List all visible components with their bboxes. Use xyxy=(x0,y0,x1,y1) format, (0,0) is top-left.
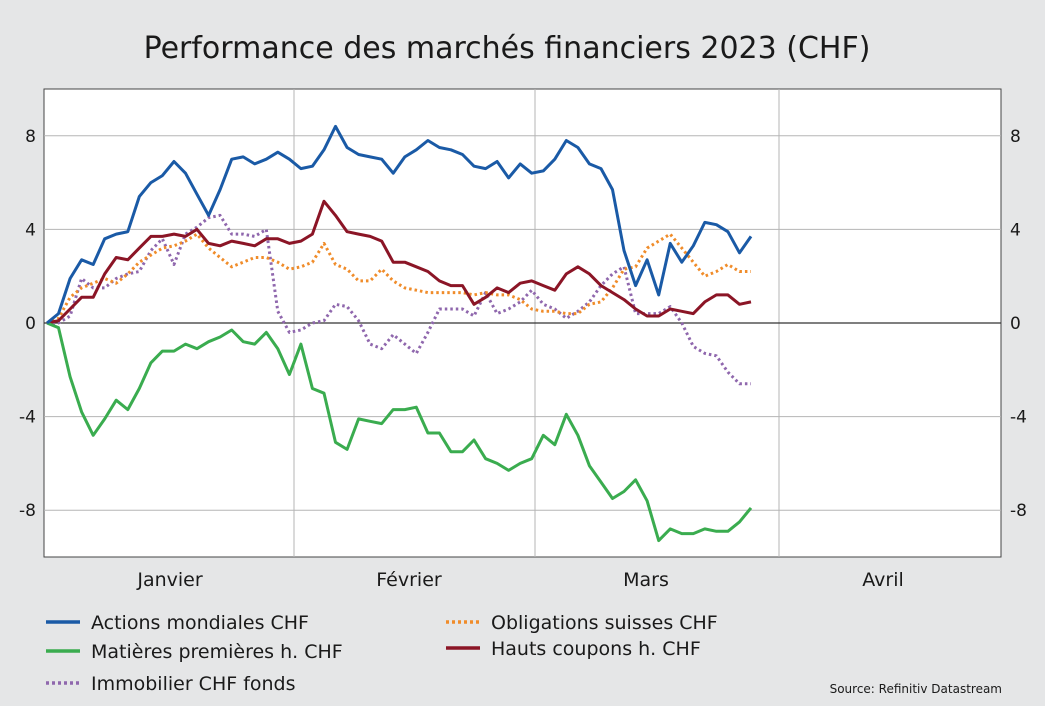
x-month-label: Février xyxy=(376,569,442,591)
y-tick-label-left: -4 xyxy=(19,408,36,428)
legend-label: Actions mondiales CHF xyxy=(91,612,309,634)
y-tick-label-right: 8 xyxy=(1010,127,1021,147)
month-labels: Janvier Février Mars Avril xyxy=(136,569,903,591)
y-tick-label-left: 0 xyxy=(25,314,36,334)
y-tick-label-left: 8 xyxy=(25,127,36,147)
legend-label: Immobilier CHF fonds xyxy=(91,673,296,695)
x-month-label: Avril xyxy=(862,569,904,591)
series-line xyxy=(46,232,751,325)
y-tick-label-right: -8 xyxy=(1010,501,1027,521)
y-tick-label-right: 0 xyxy=(1010,314,1021,334)
x-month-label: Mars xyxy=(623,569,669,591)
y-tick-label-right: 4 xyxy=(1010,220,1021,240)
series-line xyxy=(46,321,753,543)
y-tick-label-right: -4 xyxy=(1010,408,1027,428)
legend-label: Matières premières h. CHF xyxy=(91,641,343,663)
legend-label: Hauts coupons h. CHF xyxy=(491,638,701,660)
series-lines xyxy=(46,124,753,543)
y-tick-label-left: -8 xyxy=(19,501,36,521)
chart-title: Performance des marchés financiers 2023 … xyxy=(144,31,871,66)
series-line xyxy=(46,124,753,325)
y-tick-label-left: 4 xyxy=(25,220,36,240)
tick-labels: 8 8 4 4 0 0 -4 -4 -8 -8 xyxy=(19,127,1027,521)
grid-lines xyxy=(44,89,1001,557)
legend-label: Obligations suisses CHF xyxy=(491,612,718,634)
x-month-label: Janvier xyxy=(136,569,203,591)
source-note: Source: Refinitiv Datastream xyxy=(830,682,1002,696)
series-line xyxy=(46,199,752,325)
legend: Actions mondiales CHF Matières premières … xyxy=(46,612,718,695)
